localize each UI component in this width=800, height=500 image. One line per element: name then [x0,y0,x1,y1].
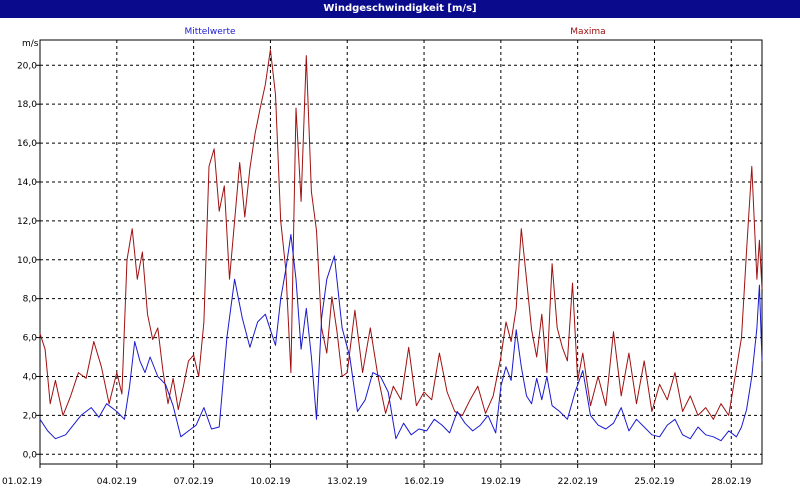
axes: 0,0 2,0 4,0 6,0 8,0 10,0 12,0 14,0 16,0 18,0 20,0 0… [2,61,752,487]
y-tick-label: 20,0 [17,61,37,71]
x-tick-label: 07.02.19 [174,477,214,487]
legend-mean: Mittelwerte [184,27,235,37]
x-tick-label: 16.02.19 [404,477,444,487]
legend-max: Maxima [570,27,605,37]
y-tick-label: 12,0 [17,217,37,227]
window-title: Windgeschwindigkeit [m/s] [0,0,800,18]
x-tick-label: 01.02.19 [2,477,42,487]
y-tick-label: 4,0 [23,372,38,382]
grid [39,40,762,464]
y-tick-label: 18,0 [17,100,37,110]
series-line-max [39,49,763,420]
y-tick-label: 8,0 [23,295,38,305]
y-tick-label: 2,0 [23,411,38,421]
x-tick-label: 19.02.19 [481,477,521,487]
x-tick-label: 28.02.19 [711,477,751,487]
y-tick-label: 6,0 [23,334,38,344]
y-tick-label: 0,0 [23,450,38,460]
y-tick-label: 14,0 [17,178,37,188]
y-axis-label: m/s [22,39,39,49]
x-tick-label: 04.02.19 [97,477,137,487]
series-line-mean [39,234,763,442]
y-tick-label: 16,0 [17,139,37,149]
series [39,49,763,442]
x-tick-label: 25.02.19 [634,477,674,487]
y-tick-label: 10,0 [17,256,37,266]
wind-speed-chart: 0,0 2,0 4,0 6,0 8,0 10,0 12,0 14,0 16,0 18,0 20,0 0… [2,27,763,487]
x-tick-label: 10.02.19 [250,477,290,487]
x-tick-label: 13.02.19 [327,477,367,487]
x-tick-label: 22.02.19 [558,477,598,487]
plot-area [39,39,763,465]
